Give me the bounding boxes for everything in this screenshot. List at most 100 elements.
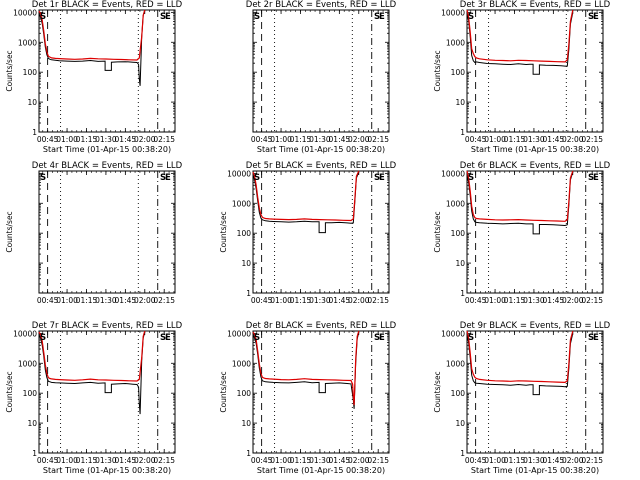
- y-tick-label: 10: [455, 259, 465, 268]
- x-tick-label: 01:00: [270, 296, 292, 305]
- x-tick-label: 01:15: [290, 135, 312, 144]
- y-tick-label: 10000: [441, 8, 465, 17]
- x-tick-label: 02:15: [153, 135, 175, 144]
- y-axis-label: Counts/sec: [433, 371, 442, 412]
- panel-1: Det 1r BLACK = Events, RED = LLD 1 10 100 10…: [5, 0, 183, 154]
- panel-title: Det 4r BLACK = Events, RED = LLD: [32, 161, 183, 171]
- y-tick-label: 100: [23, 389, 38, 398]
- marker-s: S: [374, 173, 380, 183]
- events-line: [252, 171, 360, 234]
- lld-line: [252, 170, 360, 222]
- panel-title: Det 6r BLACK = Events, RED = LLD: [460, 161, 611, 171]
- y-axis-label: Counts/sec: [5, 50, 14, 91]
- marker-s: S: [588, 173, 594, 183]
- marker-s: S: [160, 12, 166, 22]
- x-tick-label: 02:00: [348, 296, 370, 305]
- x-axis-label: Start Time (01-Apr-15 00:38:20): [257, 145, 385, 154]
- x-tick-label: 02:15: [153, 296, 175, 305]
- x-tick-label: 02:15: [367, 135, 389, 144]
- x-tick-label: 02:15: [367, 456, 389, 465]
- y-tick-label: 100: [237, 229, 252, 238]
- x-tick-label: 01:15: [76, 296, 98, 305]
- y-tick-label: 10: [455, 98, 465, 107]
- marker-s: S: [40, 12, 46, 22]
- events-line: [38, 331, 146, 415]
- y-tick-label: 100: [23, 68, 38, 77]
- y-tick-label: 1: [460, 128, 465, 137]
- y-tick-label: 10: [455, 419, 465, 428]
- x-tick-label: 00:45: [465, 135, 487, 144]
- panel-title: Det 1r BLACK = Events, RED = LLD: [32, 0, 183, 10]
- marker-s: S: [254, 333, 260, 343]
- x-tick-label: 02:00: [134, 456, 156, 465]
- marker-e: E: [379, 173, 385, 183]
- y-axis-label: Counts/sec: [433, 50, 442, 91]
- plot-frame: [466, 330, 604, 454]
- x-tick-label: 01:45: [115, 296, 137, 305]
- x-tick-label: 01:00: [56, 135, 78, 144]
- x-tick-label: 01:45: [543, 456, 565, 465]
- x-tick-label: 02:00: [134, 135, 156, 144]
- x-tick-label: 01:45: [115, 456, 137, 465]
- y-tick-label: 1: [246, 289, 251, 298]
- marker-s: S: [374, 333, 380, 343]
- x-tick-label: 01:00: [484, 296, 506, 305]
- y-axis-label: Counts/sec: [5, 211, 14, 252]
- lld-line: [466, 330, 574, 384]
- panel-9: Det 9r BLACK = Events, RED = LLD 1 10 100 10…: [433, 321, 611, 475]
- x-tick-label: 02:00: [348, 135, 370, 144]
- events-line: [38, 9, 146, 86]
- marker-e: E: [165, 12, 171, 22]
- y-tick-label: 1000: [446, 199, 465, 208]
- y-tick-label: 10: [27, 98, 37, 107]
- plot-frame: [38, 9, 176, 133]
- x-tick-label: 01:45: [329, 456, 351, 465]
- panel-title: Det 9r BLACK = Events, RED = LLD: [460, 321, 611, 331]
- events-line: [466, 171, 574, 235]
- x-tick-label: 01:15: [290, 296, 312, 305]
- marker-e: E: [165, 173, 171, 183]
- y-tick-label: 100: [451, 389, 466, 398]
- panel-6: Det 6r BLACK = Events, RED = LLD 1 10 100 10…: [433, 161, 611, 305]
- panel-5: Det 5r BLACK = Events, RED = LLD 1 10 100 10…: [219, 161, 397, 305]
- x-tick-label: 02:00: [562, 135, 584, 144]
- y-tick-label: 10000: [227, 169, 251, 178]
- events-line: [466, 12, 574, 75]
- x-tick-label: 01:15: [76, 135, 98, 144]
- x-tick-label: 01:15: [76, 456, 98, 465]
- marker-s: S: [40, 333, 46, 343]
- x-tick-label: 01:00: [484, 456, 506, 465]
- y-tick-label: 10: [241, 419, 251, 428]
- y-tick-label: 1000: [232, 359, 251, 368]
- panel-7: Det 7r BLACK = Events, RED = LLD 1 10 100 10…: [5, 321, 183, 475]
- panel-4: Det 4r BLACK = Events, RED = LLD Counts/s…: [5, 161, 183, 305]
- x-tick-label: 00:45: [251, 135, 273, 144]
- marker-e: E: [379, 333, 385, 343]
- plot-frame: [38, 330, 176, 454]
- y-tick-label: 100: [451, 68, 466, 77]
- marker-s: S: [254, 12, 260, 22]
- y-tick-label: 10: [27, 419, 37, 428]
- y-tick-label: 10000: [441, 329, 465, 338]
- y-tick-label: 1000: [18, 359, 37, 368]
- x-tick-label: 00:45: [37, 456, 59, 465]
- x-tick-label: 02:00: [134, 296, 156, 305]
- marker-e: E: [593, 173, 599, 183]
- marker-s: S: [588, 333, 594, 343]
- y-tick-label: 1: [460, 289, 465, 298]
- marker-s: S: [588, 12, 594, 22]
- panel-title: Det 2r BLACK = Events, RED = LLD: [246, 0, 397, 10]
- panel-8: Det 8r BLACK = Events, RED = LLD 1 10 100 10…: [219, 321, 397, 475]
- y-tick-label: 10000: [13, 329, 37, 338]
- y-tick-label: 10000: [441, 169, 465, 178]
- x-tick-label: 01:15: [290, 456, 312, 465]
- x-axis-label: Start Time (01-Apr-15 00:38:20): [43, 466, 171, 475]
- x-tick-label: 00:45: [251, 296, 273, 305]
- y-tick-label: 1000: [446, 359, 465, 368]
- marker-e: E: [593, 333, 599, 343]
- x-tick-label: 02:00: [562, 456, 584, 465]
- x-tick-label: 02:15: [581, 296, 603, 305]
- marker-e: E: [593, 12, 599, 22]
- marker-s: S: [374, 12, 380, 22]
